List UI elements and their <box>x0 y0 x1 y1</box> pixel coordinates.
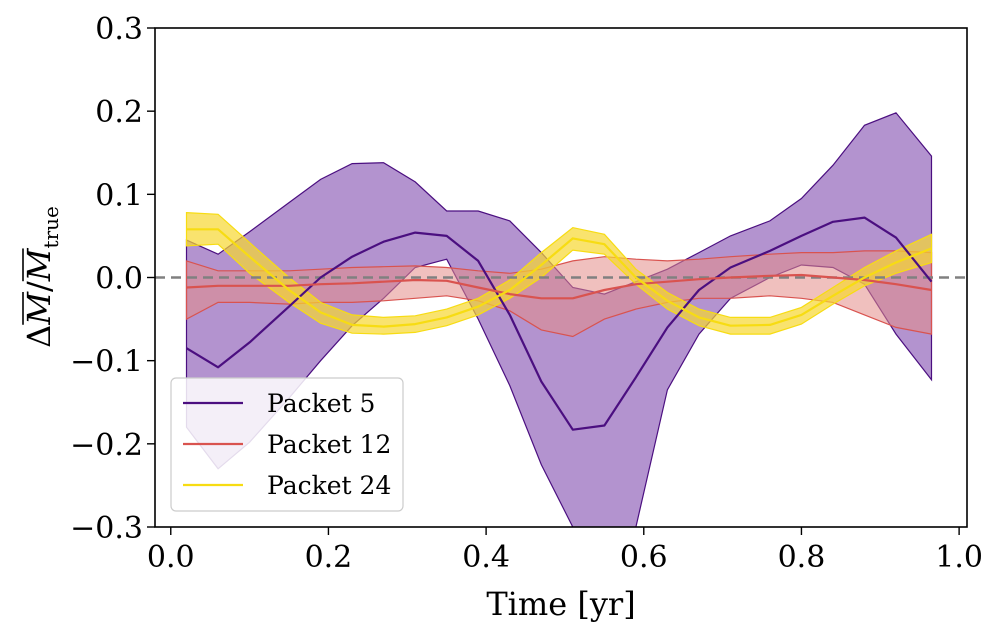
x-axis-label: Time [yr] <box>486 585 635 623</box>
y-tick-label: −0.3 <box>70 511 143 546</box>
legend-label-packet-12: Packet 12 <box>267 430 391 459</box>
x-axis-ticks: 0.0 0.2 0.4 0.6 0.8 1.0 <box>147 527 983 575</box>
packet-24-band <box>185 211 933 335</box>
y-label-subscript: true <box>39 206 63 248</box>
x-tick-label: 0.2 <box>305 540 353 575</box>
y-tick-label: 0.0 <box>95 262 143 297</box>
packet-12-line <box>186 273 932 300</box>
y-label-slash: / <box>20 281 58 292</box>
y-axis-label: ΔM/Mtrue <box>20 206 63 348</box>
packet-5-line <box>185 216 933 431</box>
y-label-m1: M <box>20 291 58 326</box>
x-tick-label: 0.6 <box>620 540 668 575</box>
series-lines <box>185 216 933 431</box>
legend-box <box>170 377 404 512</box>
y-label-m2: M <box>20 247 58 282</box>
y-tick-label: 0.1 <box>95 178 143 213</box>
legend-label-packet-24: Packet 24 <box>267 471 391 500</box>
y-tick-label: −0.2 <box>70 428 143 463</box>
y-label-delta: Δ <box>20 325 58 348</box>
svg-text:ΔM/Mtrue: ΔM/Mtrue <box>20 206 63 348</box>
x-tick-label: 1.0 <box>935 540 983 575</box>
legend: Packet 5 Packet 12 Packet 24 <box>170 377 404 512</box>
y-tick-label: 0.3 <box>95 12 143 47</box>
y-axis-ticks: −0.3 −0.2 −0.1 0.0 0.1 0.2 0.3 <box>70 12 155 546</box>
y-tick-label: −0.1 <box>70 345 143 380</box>
confidence-bands <box>185 112 933 527</box>
packet-12-band <box>185 250 933 338</box>
y-tick-label: 0.2 <box>95 95 143 130</box>
x-tick-label: 0.4 <box>462 540 510 575</box>
x-tick-label: 0.8 <box>778 540 826 575</box>
packet-24-line <box>186 228 932 328</box>
legend-label-packet-5: Packet 5 <box>267 389 375 418</box>
x-tick-label: 0.0 <box>147 540 195 575</box>
